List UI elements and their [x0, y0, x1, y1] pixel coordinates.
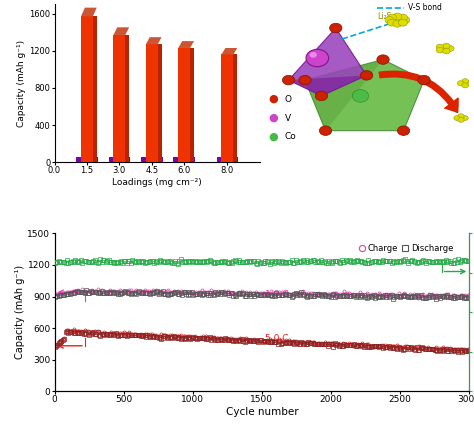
- Circle shape: [310, 52, 317, 58]
- Bar: [141, 157, 163, 162]
- Circle shape: [387, 19, 396, 26]
- Y-axis label: Capacity (mAh g⁻¹): Capacity (mAh g⁻¹): [15, 265, 25, 359]
- Circle shape: [299, 75, 311, 85]
- Circle shape: [458, 117, 464, 122]
- Circle shape: [457, 81, 464, 86]
- Circle shape: [436, 47, 444, 53]
- Text: ●: ●: [268, 113, 278, 123]
- Circle shape: [443, 48, 450, 54]
- Circle shape: [401, 17, 410, 24]
- Y-axis label: Capacity (mAh g⁻¹): Capacity (mAh g⁻¹): [18, 40, 27, 127]
- Circle shape: [377, 55, 389, 64]
- Circle shape: [443, 43, 450, 49]
- Text: Li₂Sₓ: Li₂Sₓ: [377, 12, 395, 22]
- Circle shape: [399, 14, 408, 21]
- Circle shape: [393, 13, 402, 20]
- Circle shape: [454, 116, 460, 120]
- Bar: [109, 157, 130, 162]
- Bar: [81, 16, 93, 162]
- Circle shape: [462, 116, 468, 120]
- Text: ●: ●: [268, 94, 278, 104]
- Circle shape: [360, 71, 373, 80]
- Bar: [178, 48, 190, 162]
- Legend: Charge, Discharge: Charge, Discharge: [355, 241, 457, 256]
- Circle shape: [319, 126, 332, 135]
- Circle shape: [385, 17, 394, 24]
- Circle shape: [466, 81, 473, 86]
- Text: O: O: [284, 95, 292, 104]
- Polygon shape: [125, 35, 129, 162]
- Circle shape: [436, 44, 444, 50]
- Circle shape: [329, 23, 342, 33]
- X-axis label: Loadings (mg cm⁻²): Loadings (mg cm⁻²): [112, 178, 202, 187]
- Circle shape: [447, 46, 454, 51]
- Circle shape: [306, 49, 328, 67]
- Text: 1.0 C: 1.0 C: [264, 290, 288, 299]
- Polygon shape: [221, 48, 237, 55]
- Bar: [146, 44, 158, 162]
- Bar: [113, 35, 125, 162]
- Polygon shape: [146, 37, 162, 44]
- Polygon shape: [190, 48, 194, 162]
- Text: 5.0 C: 5.0 C: [264, 334, 288, 343]
- Circle shape: [387, 14, 396, 21]
- Circle shape: [393, 20, 402, 27]
- Polygon shape: [113, 28, 129, 35]
- Polygon shape: [305, 60, 424, 131]
- Bar: [173, 157, 195, 162]
- Text: V-S bond: V-S bond: [408, 3, 442, 12]
- Circle shape: [397, 126, 410, 135]
- Circle shape: [462, 79, 468, 84]
- Polygon shape: [178, 41, 194, 48]
- Polygon shape: [289, 75, 366, 96]
- Bar: [217, 157, 238, 162]
- Polygon shape: [233, 55, 237, 162]
- Circle shape: [462, 83, 468, 88]
- Text: V: V: [284, 114, 291, 123]
- Circle shape: [399, 19, 408, 26]
- Circle shape: [352, 89, 369, 102]
- X-axis label: Cycle number: Cycle number: [226, 407, 298, 417]
- Polygon shape: [93, 16, 97, 162]
- FancyArrowPatch shape: [379, 71, 458, 113]
- Polygon shape: [289, 28, 366, 96]
- Text: Co: Co: [284, 132, 296, 141]
- Bar: [76, 157, 98, 162]
- Bar: [221, 55, 233, 162]
- Circle shape: [283, 75, 295, 85]
- Polygon shape: [305, 60, 383, 131]
- Circle shape: [418, 75, 430, 85]
- Text: ●: ●: [268, 132, 278, 142]
- Polygon shape: [158, 44, 162, 162]
- Circle shape: [458, 114, 464, 119]
- Polygon shape: [81, 8, 97, 16]
- Circle shape: [315, 91, 328, 101]
